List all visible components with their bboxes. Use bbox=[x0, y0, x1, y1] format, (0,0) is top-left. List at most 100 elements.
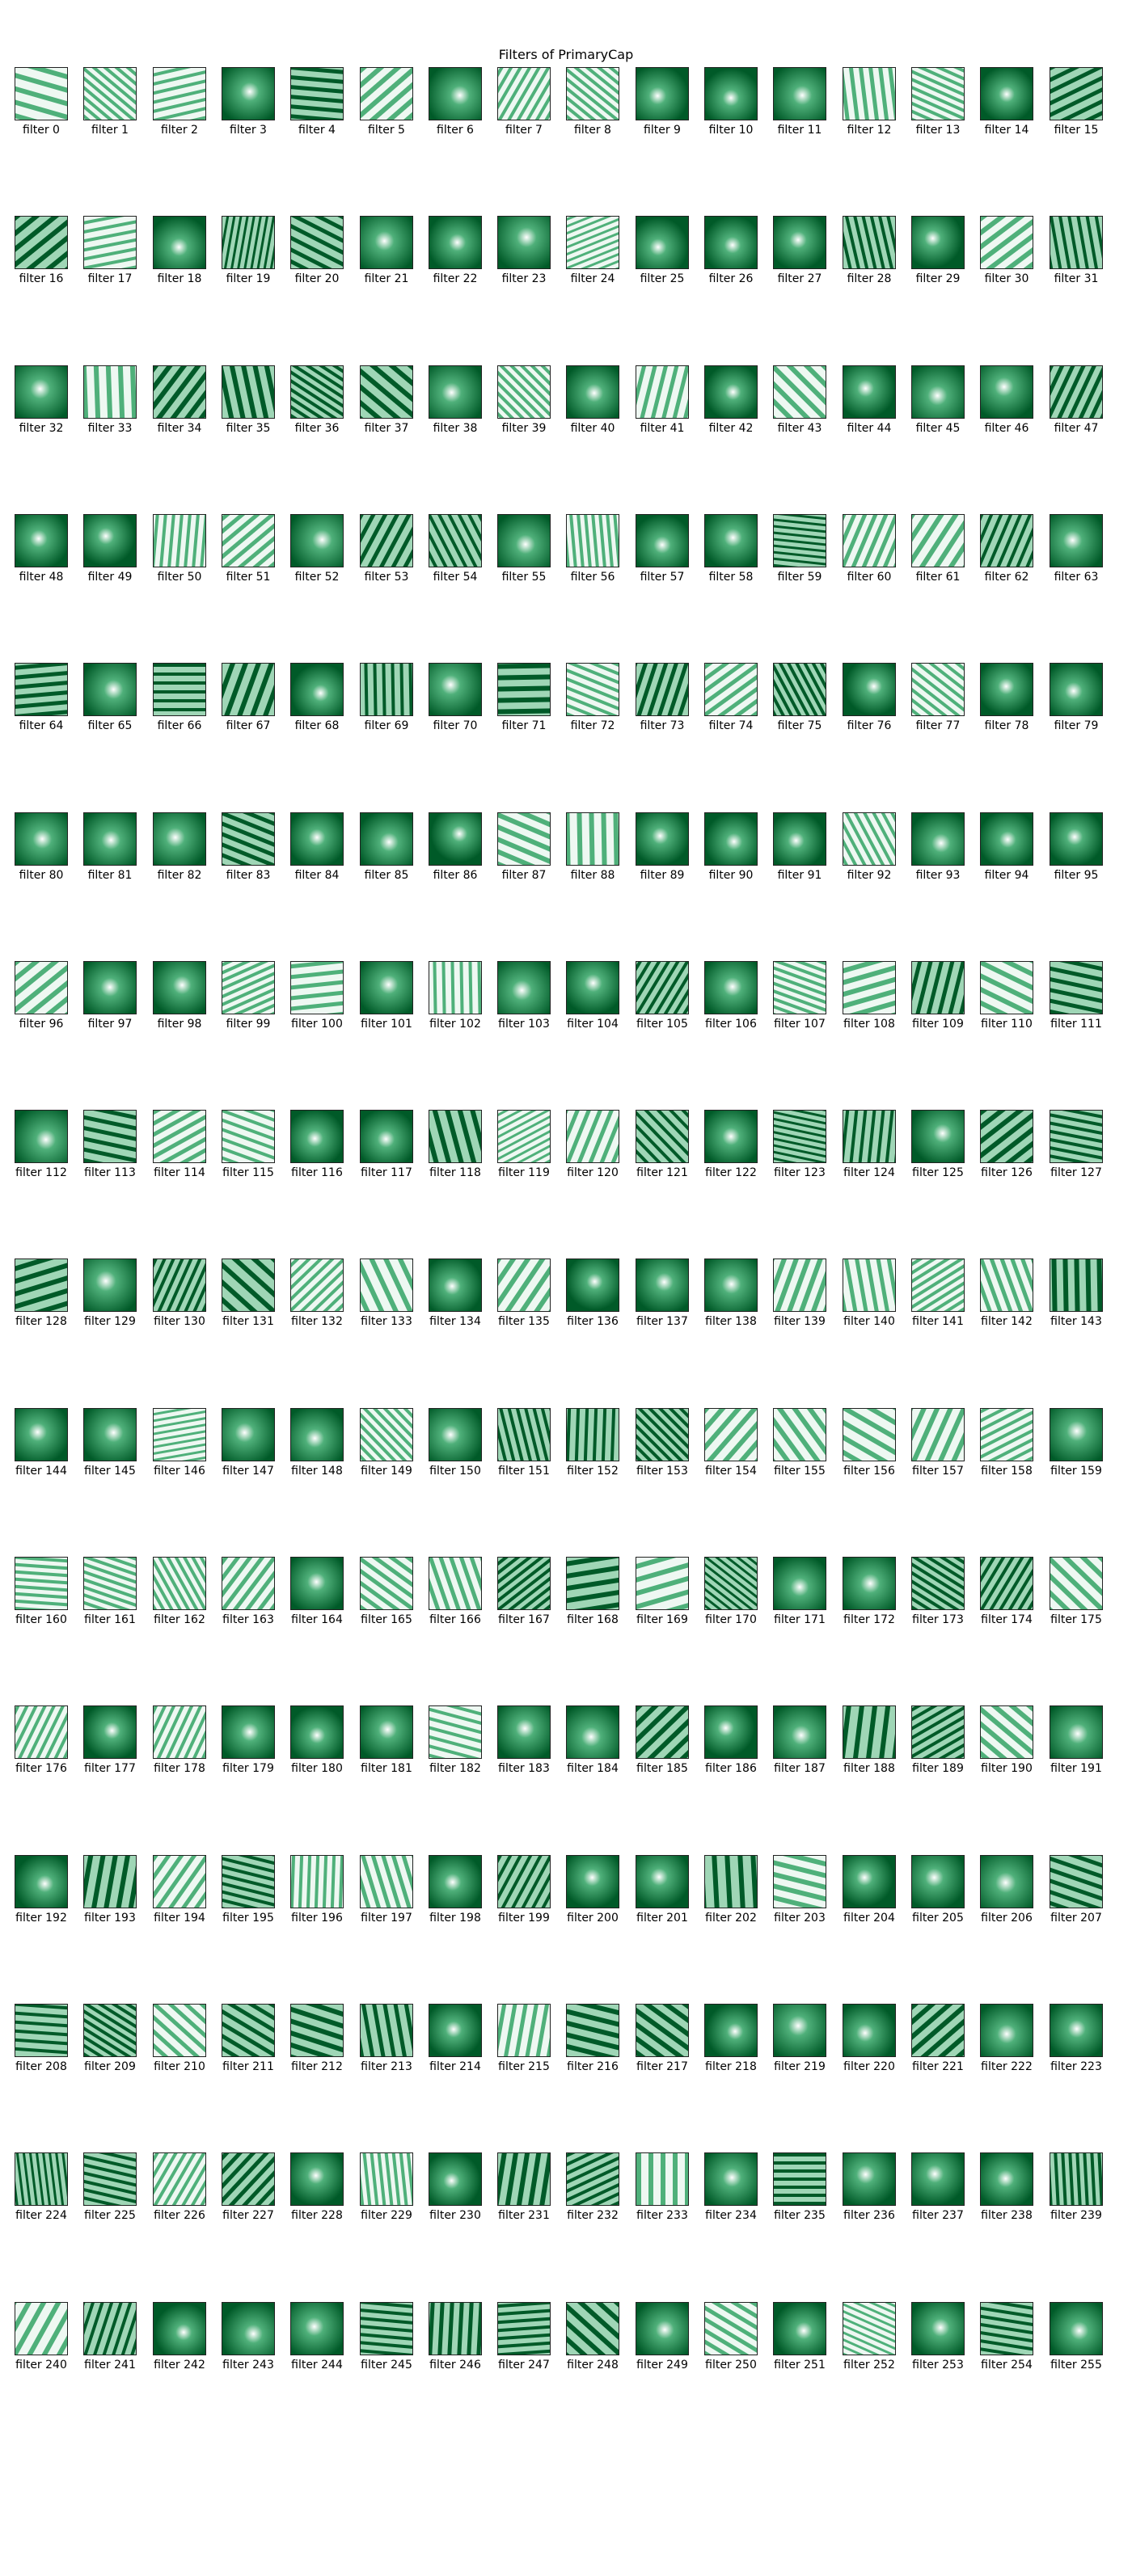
filter-tile: filter 247 bbox=[497, 2302, 552, 2372]
filter-label: filter 47 bbox=[1054, 422, 1099, 435]
filter-image bbox=[566, 1855, 619, 1908]
filter-label: filter 120 bbox=[567, 1166, 619, 1179]
filter-label: filter 128 bbox=[15, 1315, 67, 1328]
filter-label: filter 171 bbox=[774, 1613, 826, 1626]
filter-image bbox=[222, 1258, 275, 1312]
filter-image bbox=[911, 2302, 965, 2355]
filter-image bbox=[1050, 812, 1103, 866]
filter-tile: filter 76 bbox=[843, 663, 898, 732]
filter-tile: filter 241 bbox=[83, 2302, 138, 2372]
filter-tile: filter 152 bbox=[566, 1408, 621, 1478]
filter-tile: filter 184 bbox=[566, 1705, 621, 1775]
filter-tile: filter 115 bbox=[222, 1110, 277, 1179]
filter-image bbox=[497, 663, 551, 716]
filter-tile: filter 42 bbox=[704, 365, 759, 435]
filter-label: filter 212 bbox=[291, 2060, 343, 2073]
filter-image bbox=[843, 216, 896, 269]
filter-label: filter 166 bbox=[429, 1613, 481, 1626]
filter-tile: filter 236 bbox=[843, 2152, 898, 2222]
filter-label: filter 180 bbox=[291, 1762, 343, 1775]
filter-label: filter 29 bbox=[915, 272, 961, 285]
filter-label: filter 231 bbox=[498, 2209, 550, 2222]
filter-image bbox=[497, 1705, 551, 1759]
filter-label: filter 34 bbox=[157, 422, 202, 435]
filter-tile: filter 189 bbox=[911, 1705, 966, 1775]
filter-label: filter 221 bbox=[912, 2060, 964, 2073]
filter-image bbox=[429, 1408, 482, 1461]
filter-image bbox=[773, 216, 826, 269]
filter-label: filter 244 bbox=[291, 2359, 343, 2372]
filter-tile: filter 32 bbox=[15, 365, 70, 435]
filter-tile: filter 60 bbox=[843, 514, 898, 584]
filter-image bbox=[773, 663, 826, 716]
filter-image bbox=[429, 961, 482, 1014]
filter-label: filter 107 bbox=[774, 1018, 826, 1031]
filter-tile: filter 174 bbox=[980, 1557, 1035, 1626]
filter-image bbox=[222, 1110, 275, 1163]
filter-image bbox=[980, 2004, 1033, 2057]
filter-image bbox=[773, 514, 826, 567]
filter-tile: filter 54 bbox=[429, 514, 484, 584]
filter-label: filter 198 bbox=[429, 1912, 481, 1925]
filter-image bbox=[429, 2004, 482, 2057]
filter-image bbox=[360, 216, 413, 269]
filter-label: filter 155 bbox=[774, 1465, 826, 1478]
filter-tile: filter 169 bbox=[636, 1557, 691, 1626]
filter-label: filter 81 bbox=[87, 869, 133, 882]
filter-image bbox=[153, 961, 206, 1014]
filter-image bbox=[290, 1855, 344, 1908]
filter-label: filter 43 bbox=[777, 422, 822, 435]
filter-tile: filter 12 bbox=[843, 67, 898, 137]
filter-image bbox=[83, 2302, 137, 2355]
filter-tile: filter 81 bbox=[83, 812, 138, 882]
filter-label: filter 162 bbox=[154, 1613, 205, 1626]
filter-tile: filter 123 bbox=[773, 1110, 828, 1179]
filter-image bbox=[636, 2004, 689, 2057]
filter-label: filter 75 bbox=[777, 719, 822, 732]
filter-tile: filter 82 bbox=[153, 812, 208, 882]
filter-tile: filter 191 bbox=[1050, 1705, 1105, 1775]
filter-label: filter 153 bbox=[636, 1465, 688, 1478]
filter-tile: filter 181 bbox=[360, 1705, 415, 1775]
filter-image bbox=[15, 1408, 68, 1461]
filter-image bbox=[911, 1110, 965, 1163]
filter-image bbox=[1050, 2004, 1103, 2057]
filter-label: filter 28 bbox=[847, 272, 892, 285]
filter-tile: filter 47 bbox=[1050, 365, 1105, 435]
filter-image bbox=[980, 1705, 1033, 1759]
filter-image bbox=[290, 2004, 344, 2057]
filter-tile: filter 51 bbox=[222, 514, 277, 584]
filter-label: filter 57 bbox=[640, 571, 685, 584]
filter-image bbox=[704, 812, 758, 866]
filter-tile: filter 160 bbox=[15, 1557, 70, 1626]
filter-image bbox=[843, 1258, 896, 1312]
filter-tile: filter 68 bbox=[290, 663, 345, 732]
filter-label: filter 165 bbox=[361, 1613, 412, 1626]
filter-image bbox=[980, 67, 1033, 120]
filter-label: filter 116 bbox=[291, 1166, 343, 1179]
filter-label: filter 193 bbox=[84, 1912, 136, 1925]
filter-label: filter 187 bbox=[774, 1762, 826, 1775]
filter-label: filter 226 bbox=[154, 2209, 205, 2222]
filter-image bbox=[980, 1110, 1033, 1163]
filter-image bbox=[497, 812, 551, 866]
filter-label: filter 129 bbox=[84, 1315, 136, 1328]
filter-image bbox=[153, 1258, 206, 1312]
filter-tile: filter 142 bbox=[980, 1258, 1035, 1328]
filter-label: filter 123 bbox=[774, 1166, 826, 1179]
filter-image bbox=[980, 961, 1033, 1014]
filter-image bbox=[497, 1258, 551, 1312]
filter-label: filter 105 bbox=[636, 1018, 688, 1031]
filter-image bbox=[566, 67, 619, 120]
filter-image bbox=[429, 2302, 482, 2355]
filter-image bbox=[360, 1110, 413, 1163]
filter-tile: filter 136 bbox=[566, 1258, 621, 1328]
filter-tile: filter 226 bbox=[153, 2152, 208, 2222]
filter-label: filter 110 bbox=[981, 1018, 1033, 1031]
filter-image bbox=[222, 67, 275, 120]
filter-label: filter 255 bbox=[1050, 2359, 1102, 2372]
filter-image bbox=[15, 1258, 68, 1312]
filter-tile: filter 185 bbox=[636, 1705, 691, 1775]
filter-tile: filter 26 bbox=[704, 216, 759, 285]
